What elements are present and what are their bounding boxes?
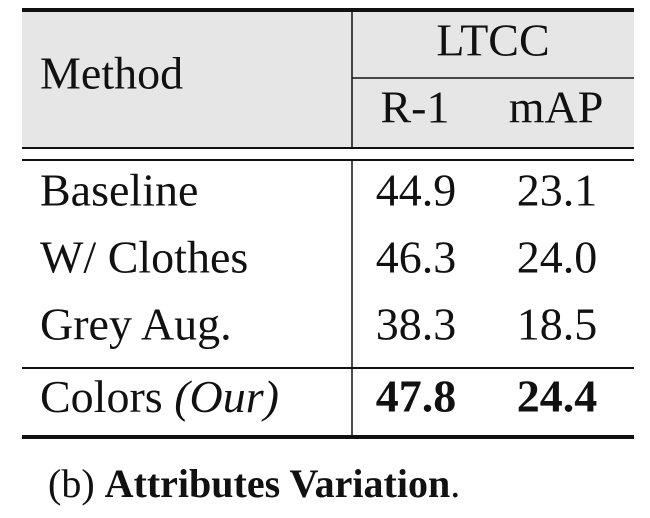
cell: 24.4 xyxy=(517,371,598,422)
cell: 38.3 xyxy=(376,299,457,350)
cell: 44.9 xyxy=(376,165,457,216)
caption-title: Attributes Variation xyxy=(105,461,451,506)
row-method: Baseline xyxy=(40,165,198,216)
caption-label: (b) xyxy=(48,461,95,506)
caption: (b) Attributes Variation. xyxy=(48,461,460,506)
header-column: R-1 xyxy=(381,82,450,133)
method-note: (Our) xyxy=(174,371,279,422)
header-group: LTCC xyxy=(436,15,549,66)
row-method: Colors (Our) xyxy=(40,371,279,422)
cell: 46.3 xyxy=(376,232,457,283)
cell: 23.1 xyxy=(517,165,598,216)
caption-end: . xyxy=(450,461,460,506)
method-name: Colors xyxy=(40,371,163,422)
cell: 24.0 xyxy=(517,232,598,283)
row-method: W/ Clothes xyxy=(40,232,248,283)
header-method: Method xyxy=(40,48,183,99)
cell: 18.5 xyxy=(517,299,598,350)
cell: 47.8 xyxy=(376,371,457,422)
header-background xyxy=(22,10,634,148)
row-method: Grey Aug. xyxy=(40,299,232,350)
header-column: mAP xyxy=(509,82,604,133)
